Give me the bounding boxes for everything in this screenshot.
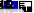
Line: Exact: Exact: [4, 0, 16, 12]
Line: DTM: DTM: [2, 0, 19, 13]
DTM: [7, 0, 8, 1]
Legend: Exact, DTM: Exact, DTM: [0, 9, 8, 13]
Legend: Exact, DTM: Exact, DTM: [0, 9, 23, 13]
